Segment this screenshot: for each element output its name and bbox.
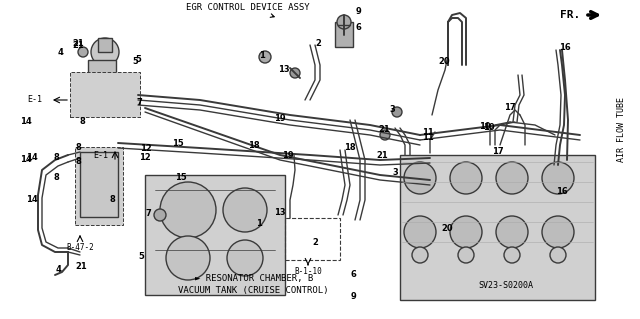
Text: 14: 14 (20, 155, 31, 164)
Text: 8: 8 (54, 153, 59, 162)
Text: 2: 2 (315, 40, 321, 48)
Text: 14: 14 (26, 153, 38, 162)
Text: 21: 21 (72, 40, 84, 48)
Text: 3: 3 (393, 168, 398, 177)
Circle shape (259, 51, 271, 63)
Text: 21: 21 (378, 125, 390, 135)
Text: 20: 20 (438, 57, 450, 66)
Text: B-47-2: B-47-2 (66, 243, 94, 253)
Text: E-1: E-1 (93, 151, 108, 160)
Circle shape (458, 247, 474, 263)
Circle shape (542, 162, 574, 194)
Text: 6: 6 (355, 24, 361, 33)
Circle shape (496, 216, 528, 248)
Text: 15: 15 (172, 138, 184, 147)
Bar (285, 218, 340, 260)
Circle shape (160, 182, 216, 238)
Text: VACUUM TANK (CRUISE CONTROL): VACUUM TANK (CRUISE CONTROL) (178, 286, 328, 294)
Text: 15: 15 (175, 173, 187, 182)
Circle shape (496, 162, 528, 194)
Text: 5: 5 (138, 252, 144, 261)
Text: 5: 5 (132, 57, 138, 66)
Text: 17: 17 (504, 103, 516, 113)
Text: 19: 19 (274, 114, 285, 122)
Text: 8: 8 (79, 117, 84, 126)
Text: 7: 7 (137, 98, 142, 107)
Text: 8: 8 (75, 158, 81, 167)
Text: 16: 16 (556, 187, 568, 196)
Text: 6: 6 (350, 270, 356, 279)
Circle shape (380, 130, 390, 140)
Text: 7: 7 (145, 209, 151, 218)
Circle shape (404, 162, 436, 194)
Text: 8: 8 (75, 144, 81, 152)
Circle shape (404, 216, 436, 248)
Circle shape (290, 68, 300, 78)
Text: 1: 1 (256, 219, 262, 228)
Text: 8: 8 (109, 196, 115, 204)
Circle shape (78, 47, 88, 57)
Text: 9: 9 (355, 8, 361, 17)
Text: EGR CONTROL DEVICE ASSY: EGR CONTROL DEVICE ASSY (186, 4, 310, 17)
Circle shape (450, 162, 482, 194)
Text: 14: 14 (20, 117, 31, 126)
Text: 5: 5 (135, 56, 141, 64)
Text: FR.: FR. (560, 10, 580, 20)
Circle shape (412, 247, 428, 263)
Text: 2: 2 (312, 238, 319, 247)
Bar (80, 152, 118, 217)
Text: 19: 19 (282, 151, 294, 160)
Text: 8: 8 (54, 173, 59, 182)
Text: 9: 9 (351, 292, 356, 301)
Circle shape (542, 216, 574, 248)
Circle shape (227, 240, 263, 276)
Text: 18: 18 (344, 144, 356, 152)
Text: SV23-S0200A: SV23-S0200A (478, 280, 533, 290)
Circle shape (550, 247, 566, 263)
Text: 3: 3 (389, 106, 395, 115)
Bar (98, 38, 112, 52)
Bar (335, 22, 353, 47)
Bar (70, 72, 140, 117)
Text: 12: 12 (140, 144, 152, 153)
Text: 20: 20 (441, 224, 452, 233)
Text: 4: 4 (55, 265, 61, 275)
Text: 21: 21 (376, 151, 388, 160)
Bar (400, 155, 595, 300)
Text: 11: 11 (422, 133, 434, 143)
Bar (88, 60, 116, 80)
Text: 21: 21 (76, 262, 87, 271)
Text: 13: 13 (278, 65, 290, 75)
Text: 1: 1 (259, 50, 265, 60)
Circle shape (450, 216, 482, 248)
Circle shape (91, 38, 119, 66)
Text: 18: 18 (248, 141, 260, 150)
Circle shape (166, 236, 210, 280)
Circle shape (337, 15, 351, 29)
Circle shape (154, 209, 166, 221)
Text: 10: 10 (479, 122, 491, 130)
Circle shape (392, 107, 402, 117)
Text: ► RESONATOR CHAMBER, B: ► RESONATOR CHAMBER, B (195, 273, 313, 283)
Text: 21: 21 (72, 41, 84, 49)
Bar (145, 175, 285, 295)
Text: 4: 4 (58, 48, 64, 57)
Text: AIR FLOW TUBE: AIR FLOW TUBE (617, 98, 626, 162)
Text: 13: 13 (274, 208, 285, 217)
Text: 10: 10 (483, 123, 495, 132)
Circle shape (223, 188, 267, 232)
Bar (75, 147, 123, 225)
Text: E-1: E-1 (27, 95, 42, 105)
Text: B-1-10: B-1-10 (294, 268, 322, 277)
Text: 17: 17 (492, 147, 504, 156)
Text: 12: 12 (139, 153, 151, 162)
Text: 14: 14 (26, 196, 38, 204)
Text: 11: 11 (422, 128, 433, 137)
Text: 16: 16 (559, 43, 571, 53)
Circle shape (504, 247, 520, 263)
